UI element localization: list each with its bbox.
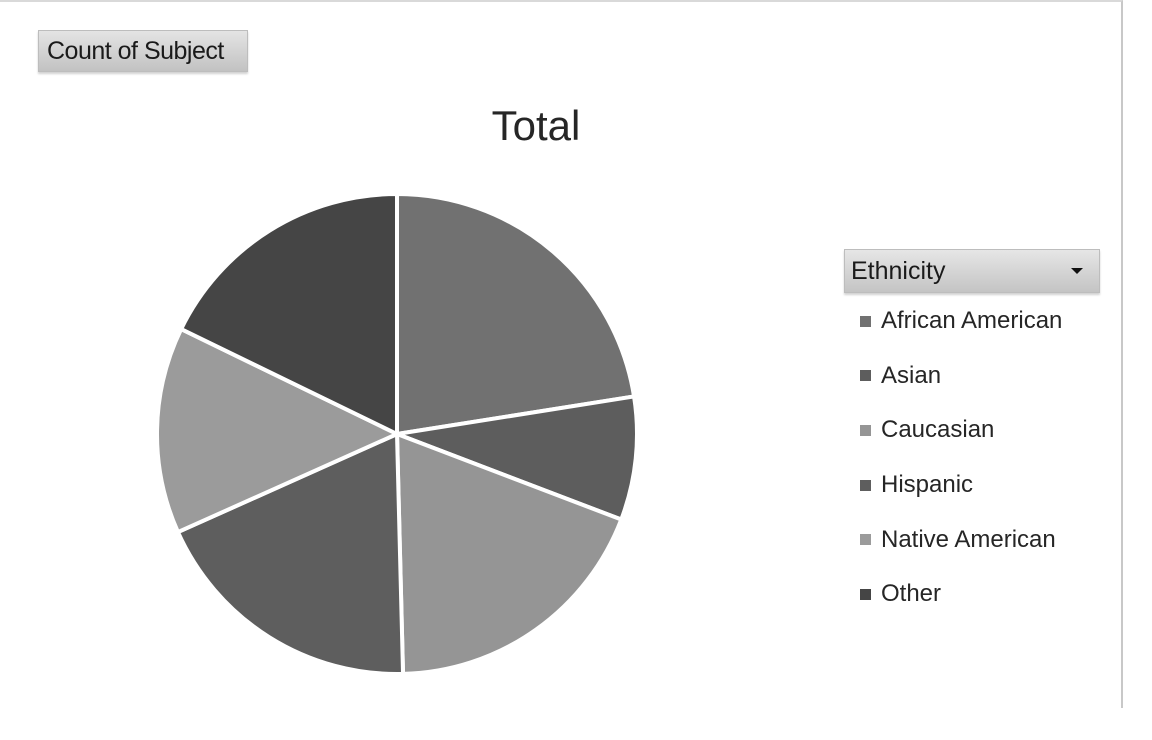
pie-slice-other[interactable]	[179, 192, 399, 436]
legend-swatch	[860, 534, 871, 546]
legend-item-hispanic[interactable]: Hispanic	[860, 458, 1062, 513]
pie-slice-native-american[interactable]	[155, 327, 399, 535]
legend-label: African American	[881, 307, 1063, 335]
legend-field-label: Ethnicity	[851, 257, 946, 285]
legend-label: Asian	[881, 361, 942, 389]
legend: African American Asian Caucasian Hispanic Na…	[860, 294, 1062, 622]
legend-item-african-american[interactable]: African American	[860, 294, 1062, 349]
chart-area	[0, 0, 1123, 708]
pie-slice-hispanic[interactable]	[175, 432, 406, 676]
legend-label: Native American	[881, 525, 1056, 553]
legend-swatch	[860, 315, 871, 327]
dropdown-arrow-icon[interactable]	[1071, 268, 1083, 274]
pie-slice-caucasian[interactable]	[395, 432, 624, 676]
legend-item-native-american[interactable]: Native American	[860, 512, 1062, 567]
legend-label: Other	[881, 580, 942, 608]
legend-swatch	[860, 479, 871, 491]
chart-title: Total	[491, 102, 581, 149]
legend-swatch	[860, 424, 871, 436]
legend-label: Hispanic	[881, 471, 974, 499]
legend-swatch	[860, 588, 871, 600]
legend-label: Caucasian	[881, 416, 995, 444]
pie-slice-african-american[interactable]	[395, 192, 637, 436]
legend-item-caucasian[interactable]: Caucasian	[860, 403, 1062, 458]
legend-swatch	[860, 370, 871, 382]
pie-slice-asian[interactable]	[395, 394, 640, 522]
legend-field-button[interactable]: Ethnicity	[844, 249, 1100, 293]
legend-item-other[interactable]: Other	[860, 567, 1062, 622]
value-field-button[interactable]: Count of Subject	[38, 30, 248, 72]
legend-item-asian[interactable]: Asian	[860, 349, 1062, 404]
